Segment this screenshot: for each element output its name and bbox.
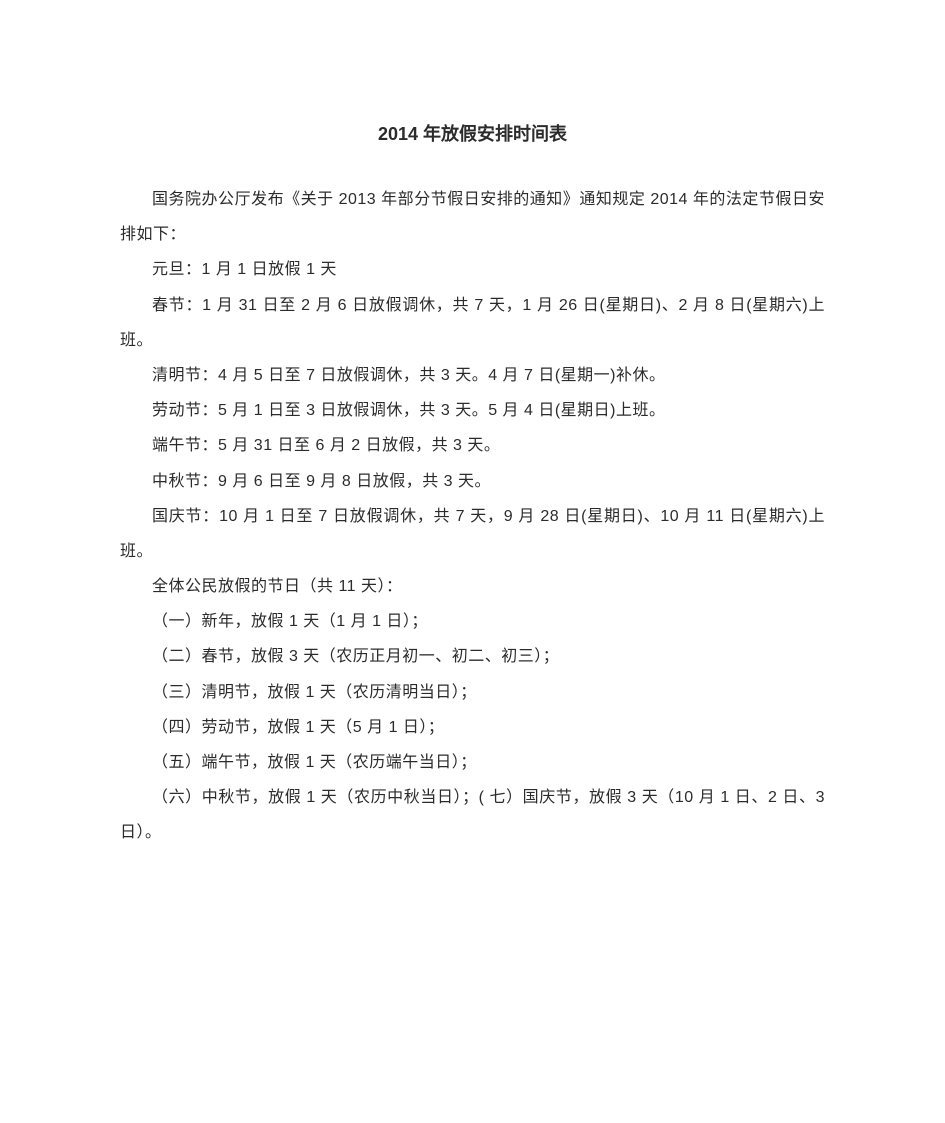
paragraph-item-4: （四）劳动节，放假 1 天（5 月 1 日）； (120, 710, 825, 745)
paragraph-item-3: （三）清明节，放假 1 天（农历清明当日）； (120, 675, 825, 710)
document-page: 2014 年放假安排时间表 国务院办公厅发布《关于 2013 年部分节假日安排的… (0, 0, 945, 911)
paragraph-summary-header: 全体公民放假的节日（共 11 天）： (120, 569, 825, 604)
paragraph-item-5: （五）端午节，放假 1 天（农历端午当日）； (120, 745, 825, 780)
paragraph-item-2: （二）春节，放假 3 天（农历正月初一、初二、初三）； (120, 639, 825, 674)
paragraph-duanwu: 端午节：5 月 31 日至 6 月 2 日放假，共 3 天。 (120, 428, 825, 463)
paragraph-item-6-7: （六）中秋节，放假 1 天（农历中秋当日）；( 七）国庆节，放假 3 天（10 … (120, 780, 825, 850)
paragraph-chunjie: 春节：1 月 31 日至 2 月 6 日放假调休，共 7 天，1 月 26 日(… (120, 288, 825, 358)
paragraph-yuandan: 元旦：1 月 1 日放假 1 天 (120, 252, 825, 287)
paragraph-zhongqiu: 中秋节：9 月 6 日至 9 月 8 日放假，共 3 天。 (120, 464, 825, 499)
paragraph-item-1: （一）新年，放假 1 天（1 月 1 日）； (120, 604, 825, 639)
paragraph-intro: 国务院办公厅发布《关于 2013 年部分节假日安排的通知》通知规定 2014 年… (120, 182, 825, 252)
paragraph-guoqing: 国庆节：10 月 1 日至 7 日放假调休，共 7 天，9 月 28 日(星期日… (120, 499, 825, 569)
document-title: 2014 年放假安排时间表 (120, 120, 825, 146)
paragraph-laodong: 劳动节：5 月 1 日至 3 日放假调休，共 3 天。5 月 4 日(星期日)上… (120, 393, 825, 428)
paragraph-qingming: 清明节：4 月 5 日至 7 日放假调休，共 3 天。4 月 7 日(星期一)补… (120, 358, 825, 393)
